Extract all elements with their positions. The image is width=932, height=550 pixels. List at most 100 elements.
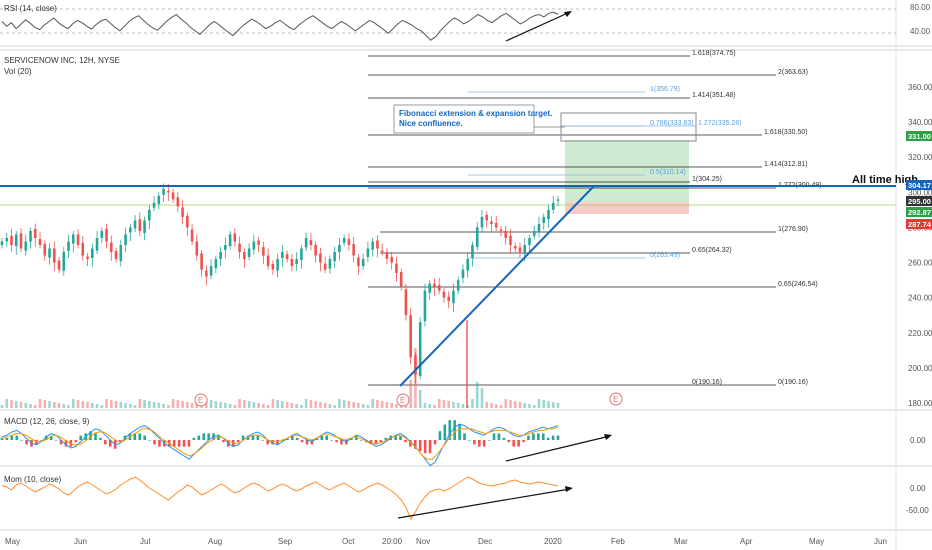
time-tick-label: Feb: [611, 537, 625, 546]
candle-body: [314, 245, 317, 256]
volume-bar: [5, 399, 9, 408]
candle-body: [167, 190, 170, 193]
volume-bar: [433, 405, 436, 408]
macd-histogram-bar: [256, 435, 260, 440]
candle-body: [361, 259, 365, 267]
candle-body: [228, 234, 232, 247]
candle-body: [24, 241, 28, 251]
earnings-marker-label: E: [613, 395, 618, 404]
macd-histogram-bar: [148, 440, 151, 441]
volume-bar: [532, 405, 536, 408]
candle-body: [333, 252, 336, 262]
time-tick-label: Aug: [208, 537, 222, 546]
volume-bar: [10, 400, 13, 408]
volume-bar: [504, 399, 508, 408]
candle-body: [271, 263, 275, 270]
macd-histogram-bar: [104, 440, 107, 445]
volume-bar: [304, 399, 308, 408]
candle-body: [19, 233, 23, 249]
macd-histogram-bar: [300, 440, 304, 443]
candle-body: [43, 243, 47, 256]
volume-bar: [233, 405, 237, 408]
fib-level-label: 1.414(312.81): [764, 161, 808, 168]
price-tick-label: 240.00: [908, 294, 932, 303]
volume-bar: [314, 401, 317, 408]
volume-bar: [224, 403, 227, 408]
time-tick-label: Dec: [478, 537, 492, 546]
macd-histogram-bar: [54, 440, 58, 441]
signal-line: [1, 426, 559, 460]
macd-histogram-bar: [5, 437, 9, 440]
candle-body: [0, 241, 4, 245]
arrow-head: [564, 11, 572, 17]
candle-body: [542, 216, 546, 223]
time-tick-label: May: [5, 537, 20, 546]
volume-bar: [338, 399, 341, 408]
earnings-marker[interactable]: E: [194, 393, 208, 407]
fib-level-label: 0.786(333.83): [650, 120, 694, 127]
volume-bar: [100, 405, 104, 408]
volume-bar: [124, 403, 127, 408]
candle-body: [466, 259, 470, 271]
volume-bar: [67, 405, 70, 408]
candle-body: [357, 257, 360, 267]
price-pane: SERVICENOW INC, 12H, NYSE Vol (20) 360.0…: [0, 50, 932, 408]
volume-bar: [219, 402, 222, 408]
macd-histogram-bar: [512, 440, 516, 447]
candle-body: [110, 242, 113, 253]
price-tick-label: 320.00: [908, 153, 932, 162]
momentum-title: Mom (10, close): [4, 475, 62, 484]
candle-body: [490, 221, 493, 224]
earnings-marker[interactable]: E: [609, 392, 623, 406]
candle-body: [48, 248, 51, 258]
volume-bar: [162, 404, 165, 408]
candle-body: [319, 253, 322, 263]
volume-bar: [290, 403, 294, 408]
volume-bar: [38, 399, 42, 408]
volume-bar: [105, 399, 108, 408]
candle-body: [52, 248, 56, 263]
macd-histogram-bar: [497, 433, 501, 440]
momentum-trend-arrow: [397, 488, 571, 519]
time-tick-label: Nov: [416, 537, 430, 546]
candle-body: [157, 195, 161, 204]
macd-histogram-bar: [177, 440, 181, 447]
symbol-title: SERVICENOW INC, 12H, NYSE: [4, 56, 120, 65]
candle-body: [300, 248, 303, 261]
candle-body: [371, 241, 374, 250]
macd-histogram-bar: [482, 440, 486, 447]
candle-body: [509, 235, 512, 245]
earnings-marker[interactable]: E: [396, 393, 410, 407]
candle-body: [342, 237, 346, 243]
price-tag-text: 304.17: [908, 181, 931, 190]
volume-bar: [133, 405, 137, 408]
volume-bar: [409, 380, 412, 408]
volume-bar: [214, 401, 218, 408]
macd-histogram-bar: [197, 435, 201, 440]
volume-bar: [285, 402, 289, 408]
candle-body: [447, 296, 450, 302]
arrow-head: [565, 486, 573, 492]
time-tick-label: Sep: [278, 537, 293, 546]
fib-level-label: 1(304.25): [692, 176, 722, 183]
candle-body: [219, 252, 222, 260]
candle-body: [14, 234, 18, 247]
macd-histogram-bar: [463, 433, 466, 440]
candle-body: [523, 245, 527, 255]
volume-bar: [380, 401, 384, 408]
price-tag-text: 292.87: [908, 208, 931, 217]
volume-bar: [399, 405, 403, 408]
momentum-line: [1, 476, 559, 521]
macd-histogram-bar: [438, 431, 442, 440]
fib-level-label: 0.65(264.32): [692, 247, 732, 254]
macd-histogram-bar: [354, 435, 358, 440]
candle-body: [518, 247, 522, 253]
volume-bar: [499, 405, 503, 408]
volume-bar: [86, 402, 89, 408]
macd-histogram-bar: [251, 435, 255, 440]
macd-histogram-bar: [537, 433, 540, 440]
time-axis[interactable]: May Jun Jul Aug Sep Oct 20:00 Nov Dec 2020 Feb Mar A…: [5, 537, 887, 546]
candle-body: [176, 197, 180, 207]
time-tick-label: Oct: [342, 537, 355, 546]
price-tick-label: 220.00: [908, 329, 932, 338]
